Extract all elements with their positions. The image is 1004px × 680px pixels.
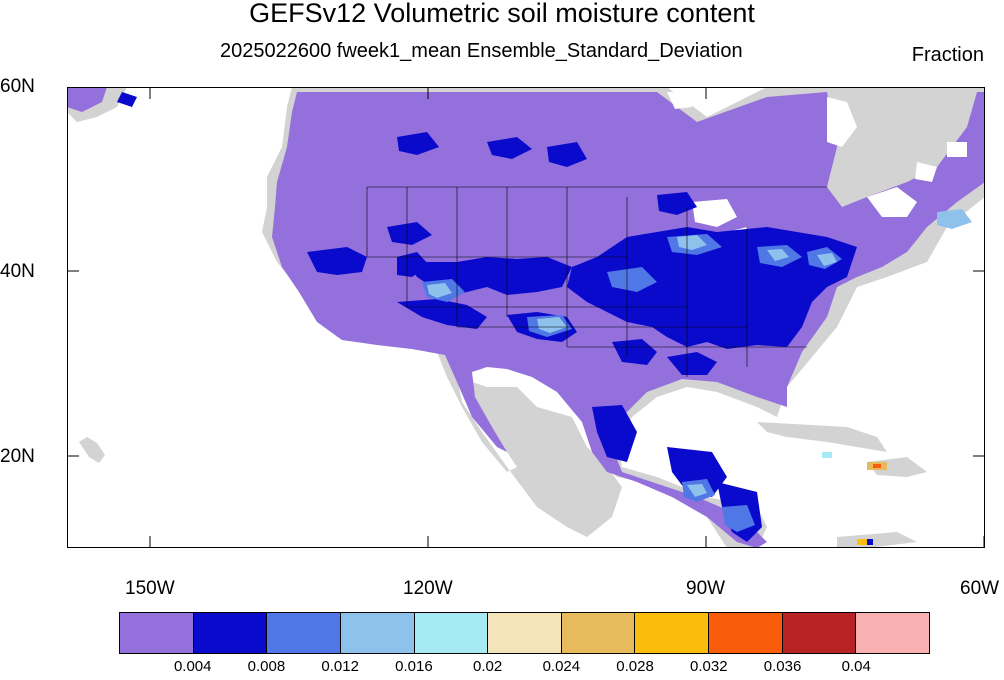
colorbar-swatch — [340, 613, 415, 653]
map-panel — [67, 87, 985, 548]
no-data-holes — [667, 92, 967, 267]
colorbar — [119, 612, 930, 654]
lat-label-20n: 20N — [0, 446, 35, 467]
boundaries — [366, 186, 827, 377]
units-label: Fraction — [911, 44, 984, 66]
colorbar-tick-label: 0.032 — [690, 658, 728, 675]
colorbar-swatch — [709, 613, 783, 653]
colorbar-tick-label: 0.024 — [542, 658, 581, 675]
colorbar-tick-label: 0.016 — [395, 658, 433, 675]
map-frame — [67, 87, 985, 548]
colorbar-tick-label: 0.028 — [616, 658, 654, 675]
lat-label-60n: 60N — [0, 76, 35, 97]
colorbar-tick-label: 0.02 — [473, 658, 503, 675]
lon-label-90w: 90W — [686, 578, 726, 599]
colorbar-swatch — [193, 613, 268, 653]
sd-level-4 — [427, 209, 972, 497]
colorbar-swatch — [488, 613, 562, 653]
lat-label-40n: 40N — [0, 261, 35, 282]
lon-label-120w: 120W — [403, 578, 453, 599]
colorbar-tick-label: 0.04 — [841, 658, 871, 675]
colorbar-swatch — [267, 613, 341, 653]
lon-label-150w: 150W — [125, 578, 175, 599]
colorbar-swatch — [414, 613, 489, 653]
soil-moisture-map — [67, 87, 985, 548]
colorbar-swatch — [120, 613, 194, 653]
map-title: GEFSv12 Volumetric soil moisture content — [249, 0, 755, 28]
colorbar-swatch — [635, 613, 710, 653]
colorbar-swatch — [561, 613, 636, 653]
lon-label-60w: 60W — [960, 578, 1000, 599]
axis-ticks — [67, 87, 985, 548]
colorbar-tick-label: 0.036 — [763, 658, 802, 675]
colorbar-swatch — [856, 613, 930, 653]
colorbar-swatch — [782, 613, 857, 653]
colorbar-tick-label: 0.008 — [247, 658, 286, 675]
colorbar-tick-label: 0.004 — [173, 658, 212, 675]
map-subtitle: 2025022600 fweek1_mean Ensemble_Standard… — [220, 40, 743, 62]
sd-high-spots — [822, 452, 887, 545]
colorbar-tick-label: 0.012 — [321, 658, 359, 675]
